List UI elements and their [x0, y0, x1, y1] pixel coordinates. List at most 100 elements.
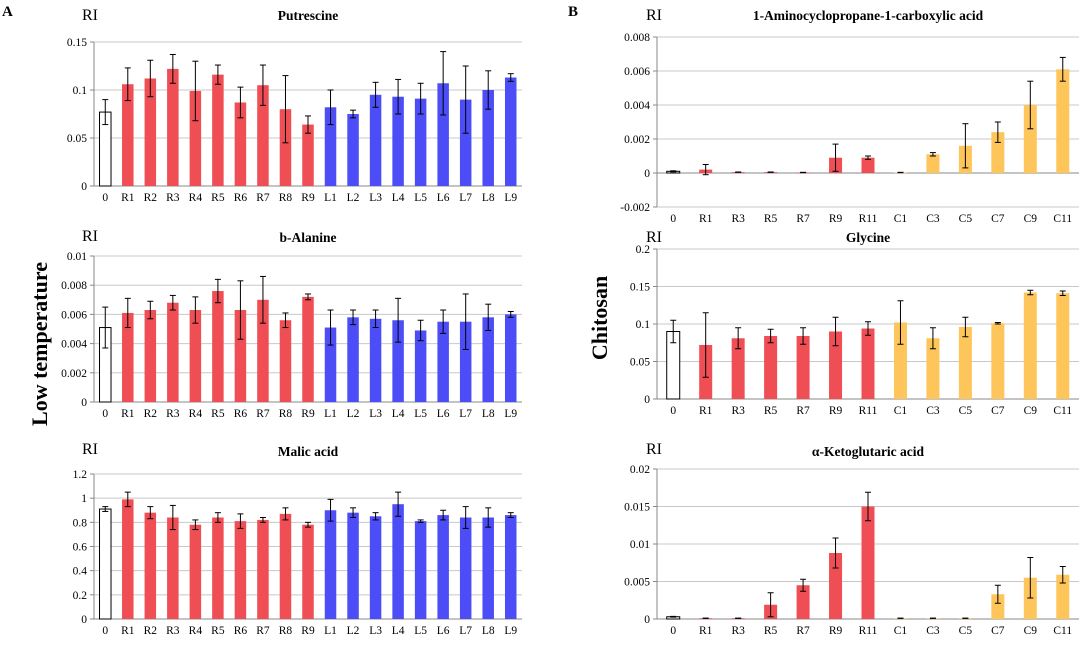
x-tick-label: R7 — [256, 625, 270, 637]
bar-r7 — [257, 299, 269, 402]
bar-r6 — [234, 521, 247, 619]
bar-r11 — [861, 157, 875, 173]
x-tick-label: L5 — [414, 625, 427, 637]
y-tick-label: 0.02 — [630, 464, 650, 476]
bar-l7 — [459, 99, 472, 186]
bar-r3 — [731, 338, 745, 399]
bar-c1 — [893, 322, 907, 399]
x-tick-label: R11 — [859, 213, 878, 225]
bar-c3 — [926, 154, 940, 173]
x-tick-label: R7 — [796, 213, 810, 225]
x-tick-label: L8 — [482, 408, 495, 420]
x-tick-label: R3 — [731, 625, 745, 637]
y-tick-label: 0.6 — [73, 542, 88, 554]
x-tick-label: R1 — [121, 192, 135, 204]
x-tick-label: L7 — [459, 192, 472, 204]
bar-l5 — [414, 98, 427, 186]
x-tick-label: R1 — [121, 408, 135, 420]
x-tick-label: R5 — [211, 408, 225, 420]
bar-c9 — [1023, 105, 1037, 173]
x-tick-label: R3 — [166, 408, 180, 420]
bar-c7 — [991, 594, 1005, 619]
y-tick-label: 0 — [81, 397, 87, 409]
bar-r9 — [302, 124, 314, 186]
bar-r1 — [122, 499, 134, 619]
x-tick-label: L7 — [459, 625, 472, 637]
x-tick-label: R8 — [279, 192, 293, 204]
bar-l6 — [437, 83, 449, 186]
x-tick-label: L9 — [504, 192, 517, 204]
bar-l3 — [369, 516, 382, 619]
bar-r4 — [189, 90, 202, 186]
bar-r4 — [189, 524, 202, 619]
x-tick-label: L3 — [369, 192, 382, 204]
bar-r3 — [167, 517, 179, 619]
x-tick-label: L5 — [414, 192, 427, 204]
x-tick-label: R5 — [211, 192, 225, 204]
x-tick-label: C11 — [1053, 213, 1072, 225]
panel-letter-a: A — [2, 4, 13, 20]
x-tick-label: R9 — [829, 625, 843, 637]
y-tick-label: 0.1 — [73, 85, 88, 97]
x-tick-label: R7 — [256, 408, 270, 420]
chart-alpha-ketoglutaric-acid: RI α-Ketoglutaric acid 0 0.005 0.01 0.015 0.02… — [624, 441, 1079, 637]
x-tick-label: R3 — [731, 213, 745, 225]
y-tick-label: 0.05 — [67, 133, 87, 145]
x-tick-label: C11 — [1053, 405, 1072, 417]
bar-l2 — [347, 317, 359, 402]
x-tick-label: R2 — [144, 408, 158, 420]
side-label-low-temperature: Low temperature — [27, 262, 52, 426]
bar-r6 — [234, 310, 247, 402]
x-tick-label: R1 — [121, 625, 135, 637]
x-tick-label: L6 — [437, 192, 450, 204]
y-tick-label: 0.006 — [61, 309, 87, 321]
panel-letter-b: B — [568, 4, 578, 20]
y-tick-label: 0.01 — [630, 539, 650, 551]
bar-c11 — [1056, 574, 1070, 619]
bar-l3 — [369, 94, 382, 186]
x-tick-label: L2 — [347, 408, 360, 420]
y-tick-label: 0.006 — [624, 66, 650, 78]
bar-l6 — [437, 321, 449, 402]
y-tick-label: 1.2 — [73, 469, 88, 481]
x-tick-label: R7 — [796, 405, 810, 417]
x-tick-label: 0 — [102, 625, 108, 637]
bar-c11 — [1056, 69, 1070, 173]
bar-c5 — [958, 327, 972, 399]
y-tick-label: 0.005 — [624, 577, 650, 589]
x-tick-label: R6 — [234, 192, 248, 204]
x-tick-label: R9 — [301, 408, 315, 420]
y-axis-label: RI — [646, 229, 662, 246]
bar-l2 — [347, 114, 359, 186]
bar-l9 — [504, 515, 517, 619]
y-tick-label: 0.015 — [624, 502, 650, 514]
bar-l5 — [414, 330, 427, 402]
bar-l1 — [324, 327, 337, 402]
bar-r8 — [279, 513, 292, 619]
y-tick-label: 0.002 — [624, 134, 650, 146]
y-tick-label: 0.004 — [61, 339, 87, 351]
x-tick-label: L8 — [482, 625, 495, 637]
y-axis-label: RI — [82, 7, 98, 24]
bar-r2 — [144, 512, 157, 619]
x-tick-label: C11 — [1053, 625, 1072, 637]
x-tick-label: L6 — [437, 408, 450, 420]
bar-r8 — [279, 109, 292, 186]
bar-l1 — [324, 510, 337, 619]
y-tick-label: 0.15 — [630, 282, 650, 294]
bar-l8 — [482, 317, 494, 402]
x-tick-label: 0 — [670, 405, 676, 417]
bar-l7 — [459, 321, 472, 402]
x-tick-label: R6 — [234, 625, 248, 637]
bar-c11 — [1056, 293, 1070, 399]
bar-c9 — [1023, 292, 1037, 399]
y-tick-label: 0.002 — [61, 368, 87, 380]
chart-glycine: RI Glycine 0 0.05 0.1 0.15 0.2 0 R1 R3 R5 R7 R9 R11 C1… — [630, 229, 1079, 417]
chart-putrescine: RI Putrescine 0 0.05 0.1 0.15 0 R1 R2 R3 R4 R5 R6 R7 R… — [67, 7, 522, 204]
x-tick-label: R5 — [764, 625, 778, 637]
chart-acc: RI 1-Aminocyclopropane-1-carboxylic acid -… — [620, 7, 1079, 225]
x-tick-label: L2 — [347, 192, 360, 204]
x-tick-label: C5 — [959, 625, 973, 637]
bar-l9 — [504, 77, 517, 186]
bar-l4 — [392, 96, 404, 186]
